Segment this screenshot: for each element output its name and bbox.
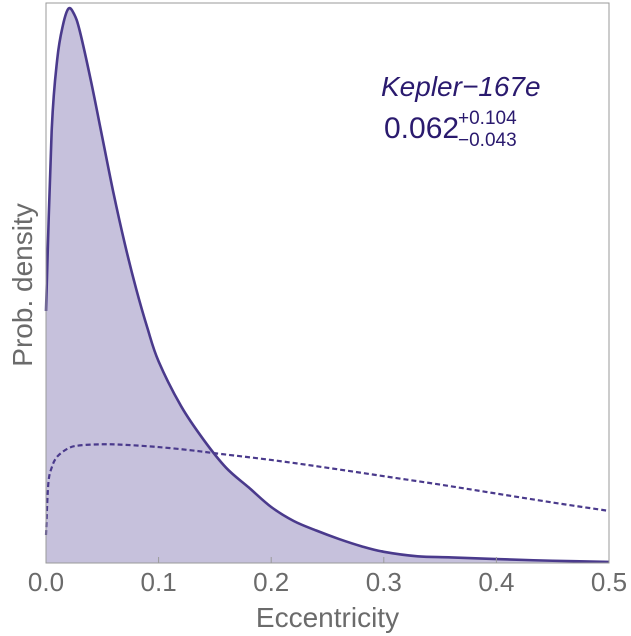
plot-marks	[44, 6, 610, 564]
posterior-line	[44, 6, 610, 564]
eccentricity-value-annotation: 0.062	[384, 112, 459, 145]
posterior-area-fill	[46, 8, 609, 564]
y-axis-label: Prob. density	[7, 203, 38, 366]
x-tick-label: 0.5	[591, 567, 627, 597]
x-tick-label: 0.0	[28, 567, 64, 597]
eccentricity-lower-error: −0.043	[458, 130, 517, 151]
x-axis-ticks: 0.0 0.1 0.2 0.3 0.4 0.5	[28, 557, 627, 597]
x-tick-label: 0.3	[366, 567, 402, 597]
prior-dashed-line	[44, 443, 610, 536]
x-tick-label: 0.2	[253, 567, 289, 597]
x-axis-label: Eccentricity	[256, 602, 399, 633]
x-tick-label: 0.1	[141, 567, 177, 597]
planet-name-annotation: Kepler−167e	[381, 71, 541, 102]
plot-frame	[45, 2, 610, 564]
eccentricity-upper-error: +0.104	[458, 108, 517, 129]
x-tick-label: 0.4	[478, 567, 514, 597]
